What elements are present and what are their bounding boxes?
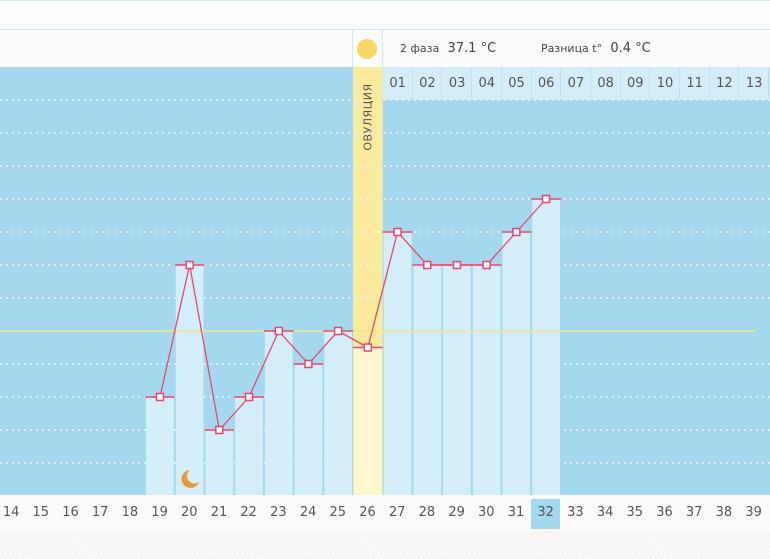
diff-label: Разница t°	[541, 42, 603, 55]
cycle-day-label: 07	[562, 67, 591, 100]
temperature-bar	[472, 265, 501, 495]
day-label[interactable]: 28	[418, 505, 436, 520]
day-label[interactable]: 31	[507, 505, 525, 520]
divider	[352, 30, 353, 67]
data-point	[512, 227, 521, 237]
divider	[382, 30, 383, 67]
cycle-day-label: 11	[681, 67, 710, 100]
diff-value: 0.4 °C	[610, 41, 651, 56]
day-label[interactable]: 27	[388, 505, 406, 520]
data-point	[541, 194, 551, 204]
temperature-bar	[264, 331, 293, 495]
day-label[interactable]: 30	[478, 505, 495, 520]
temperature-bar	[324, 331, 352, 495]
temperature-bar	[443, 265, 471, 495]
data-point	[452, 260, 462, 270]
data-point	[215, 425, 224, 435]
data-point	[304, 359, 313, 369]
day-label[interactable]: 32	[531, 499, 561, 529]
temperature-bar	[175, 265, 204, 495]
temperature-bar	[532, 199, 560, 495]
temperature-bar	[383, 232, 412, 495]
temperature-chart	[0, 67, 770, 495]
day-label[interactable]: 22	[240, 505, 257, 520]
day-label[interactable]: 21	[210, 505, 228, 520]
temperature-bar	[235, 397, 263, 495]
day-label[interactable]: 23	[270, 505, 287, 520]
phase-label: 2 фаза	[400, 42, 440, 55]
day-label[interactable]: 18	[121, 505, 139, 520]
day-label[interactable]: 20	[181, 505, 198, 520]
data-point	[185, 260, 194, 270]
phase-info: 2 фаза 37.1 °C	[400, 40, 496, 57]
temperature-bar	[146, 397, 174, 495]
data-point	[482, 260, 491, 270]
temperature-bar	[413, 265, 442, 495]
footer-row	[0, 531, 770, 559]
data-point	[393, 227, 402, 237]
data-point	[244, 392, 254, 402]
cycle-day-label: 05	[503, 67, 532, 100]
day-label[interactable]: 29	[448, 505, 465, 520]
cycle-day-label: 08	[592, 67, 621, 100]
data-point	[155, 392, 165, 402]
data-point	[363, 343, 373, 352]
temperature-bar	[502, 232, 531, 495]
cycle-day-label: 03	[443, 67, 473, 100]
day-label[interactable]: 34	[596, 505, 614, 520]
day-label[interactable]: 26	[359, 505, 376, 520]
cycle-day-strip	[382, 67, 770, 100]
day-label[interactable]: 19	[151, 505, 168, 520]
diff-info: Разница t° 0.4 °C	[541, 40, 651, 57]
cycle-day-label: 09	[621, 67, 651, 100]
day-label[interactable]: 39	[745, 505, 762, 520]
cycle-day-label: 06	[532, 67, 562, 100]
day-label[interactable]: 37	[685, 505, 703, 520]
day-label[interactable]: 38	[715, 505, 733, 520]
data-point	[333, 326, 343, 336]
day-label[interactable]: 36	[656, 505, 673, 520]
data-point	[423, 260, 432, 270]
phase-header: 2 фаза 37.1 °C Разница t° 0.4 °C	[0, 30, 770, 67]
day-label[interactable]: 14	[2, 505, 20, 520]
day-label[interactable]: 16	[62, 505, 79, 520]
cycle-day-label: 13	[740, 67, 770, 100]
day-label[interactable]: 24	[299, 505, 317, 520]
day-label[interactable]: 35	[626, 505, 644, 520]
phase-temp: 37.1 °C	[447, 41, 497, 56]
day-label[interactable]: 25	[329, 505, 347, 520]
day-label[interactable]: 15	[32, 505, 50, 520]
moon-icon	[181, 470, 199, 488]
day-label[interactable]: 17	[91, 505, 109, 520]
day-label[interactable]: 33	[567, 505, 584, 520]
sun-icon	[357, 39, 377, 59]
data-point	[274, 326, 283, 336]
ovulation-label: ОВУЛЯЦИЯ	[361, 83, 374, 151]
cycle-day-label: 10	[651, 67, 680, 100]
cycle-day-label: 01	[384, 67, 413, 100]
temperature-bar	[205, 430, 234, 495]
top-bar	[0, 0, 770, 30]
temperature-bar	[294, 364, 323, 495]
cycle-day-label: 12	[710, 67, 740, 100]
day-axis: 14 15 16 17 18 19 20 21 22 23 24 25 26 27 28 29 30 31 32 33…	[0, 495, 770, 531]
temperature-bar	[354, 347, 382, 495]
cycle-day-label: 04	[473, 67, 502, 100]
cycle-day-label: 02	[413, 67, 443, 100]
